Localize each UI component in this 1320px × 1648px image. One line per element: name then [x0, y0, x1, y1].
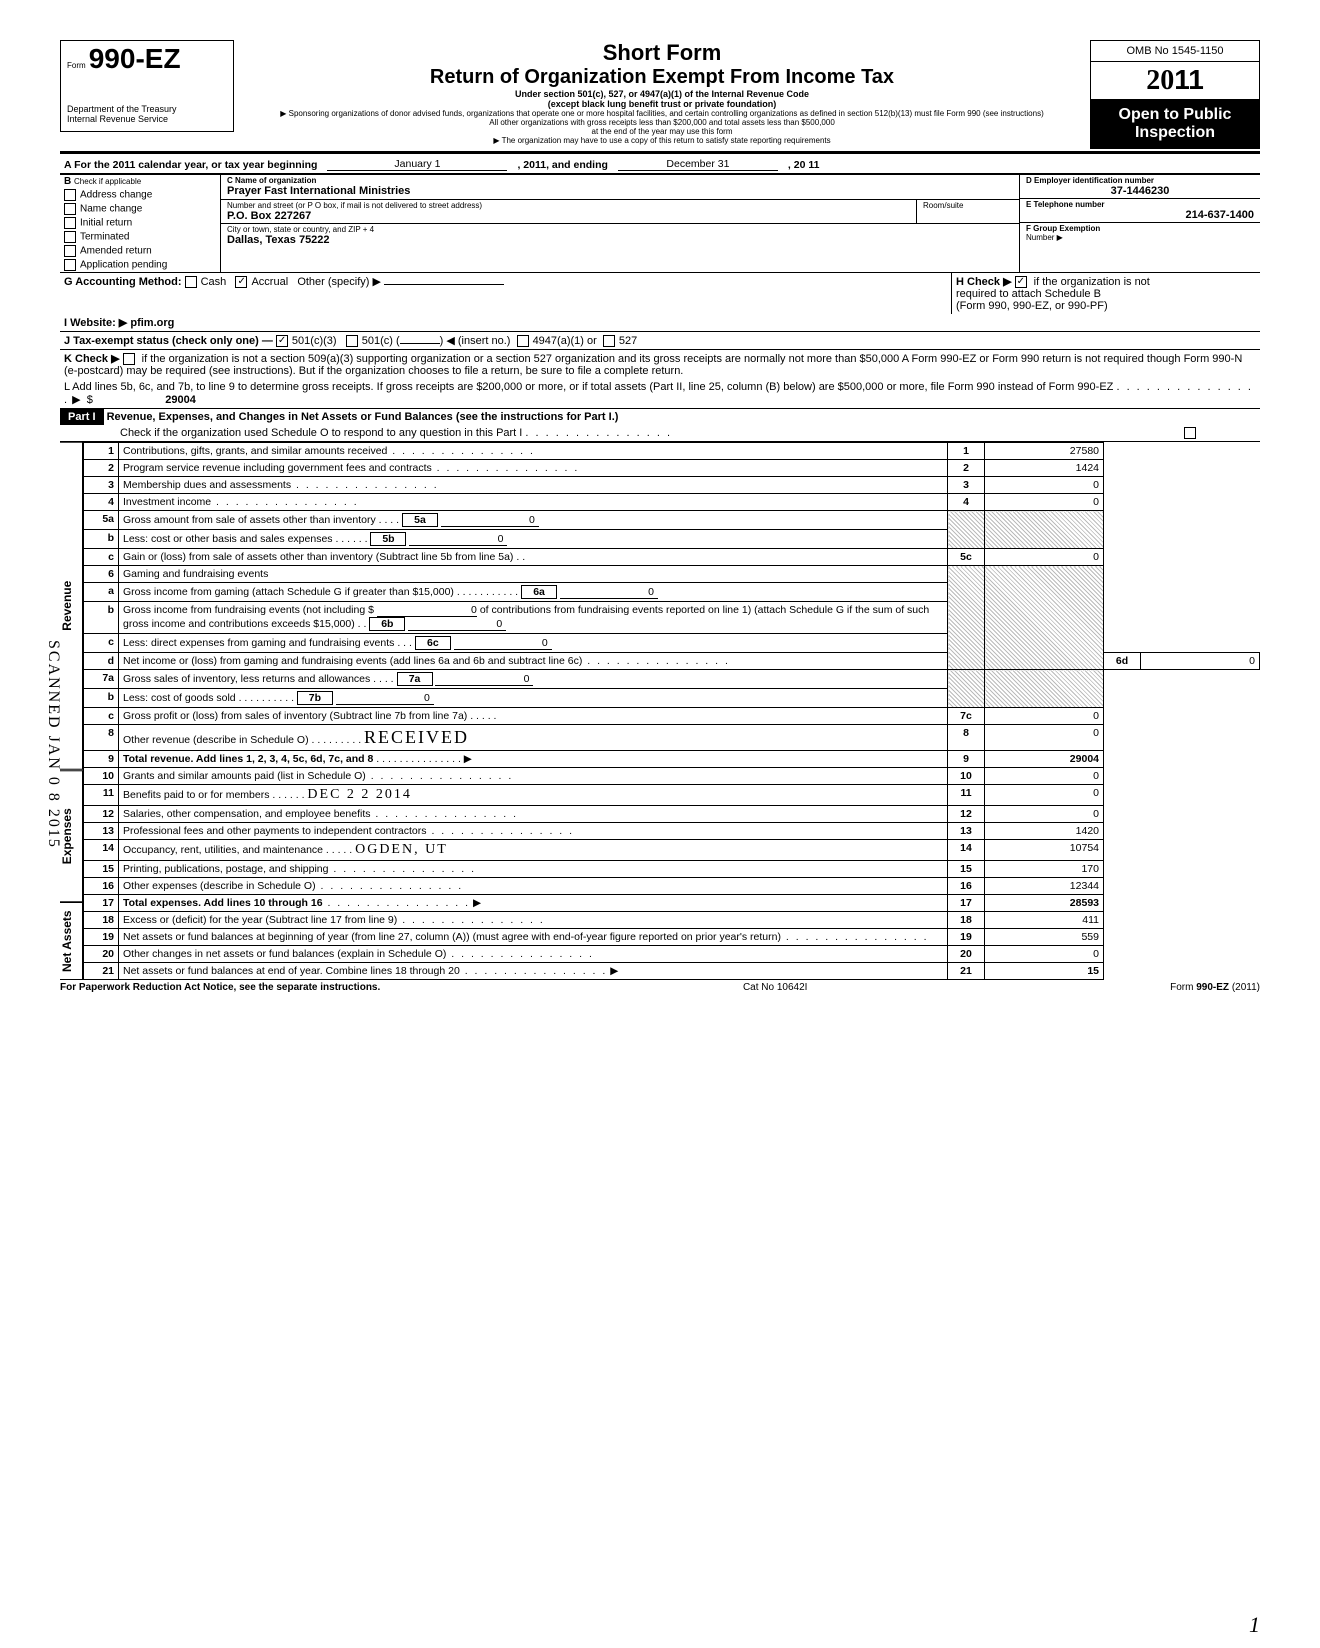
chk-pending[interactable]: [64, 259, 76, 271]
chk-amended[interactable]: [64, 245, 76, 257]
street: P.O. Box 227267: [227, 210, 910, 222]
line-12: 12Salaries, other compensation, and empl…: [84, 806, 1260, 823]
line-1: 1Contributions, gifts, grants, and simil…: [84, 443, 1260, 460]
open-public: Open to Public Inspection: [1090, 100, 1260, 149]
footer-left: For Paperwork Reduction Act Notice, see …: [60, 982, 380, 993]
line-21: 21Net assets or fund balances at end of …: [84, 963, 1260, 980]
line-17: 17Total expenses. Add lines 10 through 1…: [84, 895, 1260, 912]
line-6: 6Gaming and fundraising events: [84, 566, 1260, 583]
line-18: 18Excess or (deficit) for the year (Subt…: [84, 912, 1260, 929]
chk-accrual[interactable]: [235, 276, 247, 288]
line-16: 16Other expenses (describe in Schedule O…: [84, 878, 1260, 895]
line-14: 14Occupancy, rent, utilities, and mainte…: [84, 840, 1260, 861]
side-netassets: Net Assets: [60, 902, 83, 980]
line-7c: cGross profit or (loss) from sales of in…: [84, 708, 1260, 725]
line-8: 8Other revenue (describe in Schedule O) …: [84, 725, 1260, 751]
side-revenue: Revenue: [60, 442, 83, 770]
org-name: Prayer Fast International Ministries: [227, 185, 1013, 197]
note3: at the end of the year may use this form: [242, 127, 1082, 136]
form-prefix: Form: [67, 61, 86, 70]
line-10: 10Grants and similar amounts paid (list …: [84, 768, 1260, 785]
note2: All other organizations with gross recei…: [242, 118, 1082, 127]
year-box: 2011: [1090, 62, 1260, 100]
l-line: L Add lines 5b, 6c, and 7b, to line 9 to…: [60, 379, 1260, 408]
phone: 214-637-1400: [1026, 209, 1254, 221]
line-20: 20Other changes in net assets or fund ba…: [84, 946, 1260, 963]
title2: Return of Organization Exempt From Incom…: [242, 66, 1082, 89]
chk-cash[interactable]: [185, 276, 197, 288]
line-11: 11Benefits paid to or for members . . . …: [84, 785, 1260, 806]
part1-header: Part I Revenue, Expenses, and Changes in…: [60, 408, 1260, 442]
note1: ▶ Sponsoring organizations of donor advi…: [242, 109, 1082, 118]
identity-block: B Check if applicable Address change Nam…: [60, 174, 1260, 272]
date-stamp: DEC 2 2 2014: [307, 787, 412, 802]
city: Dallas, Texas 75222: [227, 234, 1013, 246]
chk-terminated[interactable]: [64, 231, 76, 243]
year-end-month: December 31: [618, 158, 778, 171]
chk-501c[interactable]: [346, 335, 358, 347]
chk-501c3[interactable]: [276, 335, 288, 347]
received-stamp: RECEIVED: [364, 727, 469, 747]
side-expenses: Expenses: [60, 770, 83, 902]
l-amount: 29004: [96, 394, 196, 406]
col-b: B Check if applicable Address change Nam…: [60, 175, 221, 272]
line-9: 9Total revenue. Add lines 1, 2, 3, 4, 5c…: [84, 751, 1260, 768]
line-5a: 5aGross amount from sale of assets other…: [84, 511, 1260, 530]
line-2: 2Program service revenue including gover…: [84, 460, 1260, 477]
chk-address-change[interactable]: [64, 189, 76, 201]
footer-right: Form 990-EZ (2011): [1170, 982, 1260, 993]
chk-4947[interactable]: [517, 335, 529, 347]
part1-table: 1Contributions, gifts, grants, and simil…: [83, 442, 1260, 980]
line-19: 19Net assets or fund balances at beginni…: [84, 929, 1260, 946]
col-def: D Employer identification number 37-1446…: [1019, 175, 1260, 272]
ogden-stamp: OGDEN, UT: [355, 842, 448, 857]
chk-schedule-o[interactable]: [1184, 427, 1196, 439]
chk-name-change[interactable]: [64, 203, 76, 215]
chk-527[interactable]: [603, 335, 615, 347]
omb: OMB No 1545-1150: [1090, 40, 1260, 62]
title-block: Short Form Return of Organization Exempt…: [234, 40, 1090, 145]
tax-year-line: A For the 2011 calendar year, or tax yea…: [60, 156, 1260, 174]
subtitle2: (except black lung benefit trust or priv…: [242, 99, 1082, 109]
part1-table-wrap: Revenue Expenses Net Assets 1Contributio…: [60, 442, 1260, 980]
dept-line2: Internal Revenue Service: [67, 115, 227, 125]
line-15: 15Printing, publications, postage, and s…: [84, 861, 1260, 878]
note4: ▶ The organization may have to use a cop…: [242, 136, 1082, 145]
line-4: 4Investment income40: [84, 494, 1260, 511]
k-line: K Check ▶ if the organization is not a s…: [60, 349, 1260, 379]
col-c: C Name of organization Prayer Fast Inter…: [221, 175, 1019, 272]
form-header: Form 990-EZ Department of the Treasury I…: [60, 40, 1260, 149]
chk-k[interactable]: [123, 353, 135, 365]
form-id-box: Form 990-EZ Department of the Treasury I…: [60, 40, 234, 132]
form-number: 990-EZ: [89, 43, 181, 74]
year-begin: January 1: [327, 158, 507, 171]
line-13: 13Professional fees and other payments t…: [84, 823, 1260, 840]
subtitle1: Under section 501(c), 527, or 4947(a)(1)…: [242, 89, 1082, 99]
website: pfim.org: [130, 317, 174, 329]
ghij-block: G Accounting Method: Cash Accrual Other …: [60, 272, 1260, 349]
right-header-box: OMB No 1545-1150 2011 Open to Public Ins…: [1090, 40, 1260, 149]
ein: 37-1446230: [1026, 185, 1254, 197]
page-number: 1: [1249, 1612, 1260, 1638]
year-end: , 20 11: [788, 159, 820, 171]
footer-mid: Cat No 10642I: [743, 982, 808, 993]
footer: For Paperwork Reduction Act Notice, see …: [60, 982, 1260, 993]
line-3: 3Membership dues and assessments30: [84, 477, 1260, 494]
line-5c: cGain or (loss) from sale of assets othe…: [84, 549, 1260, 566]
chk-h[interactable]: [1015, 276, 1027, 288]
title1: Short Form: [242, 40, 1082, 66]
chk-initial-return[interactable]: [64, 217, 76, 229]
line-7a: 7aGross sales of inventory, less returns…: [84, 670, 1260, 689]
